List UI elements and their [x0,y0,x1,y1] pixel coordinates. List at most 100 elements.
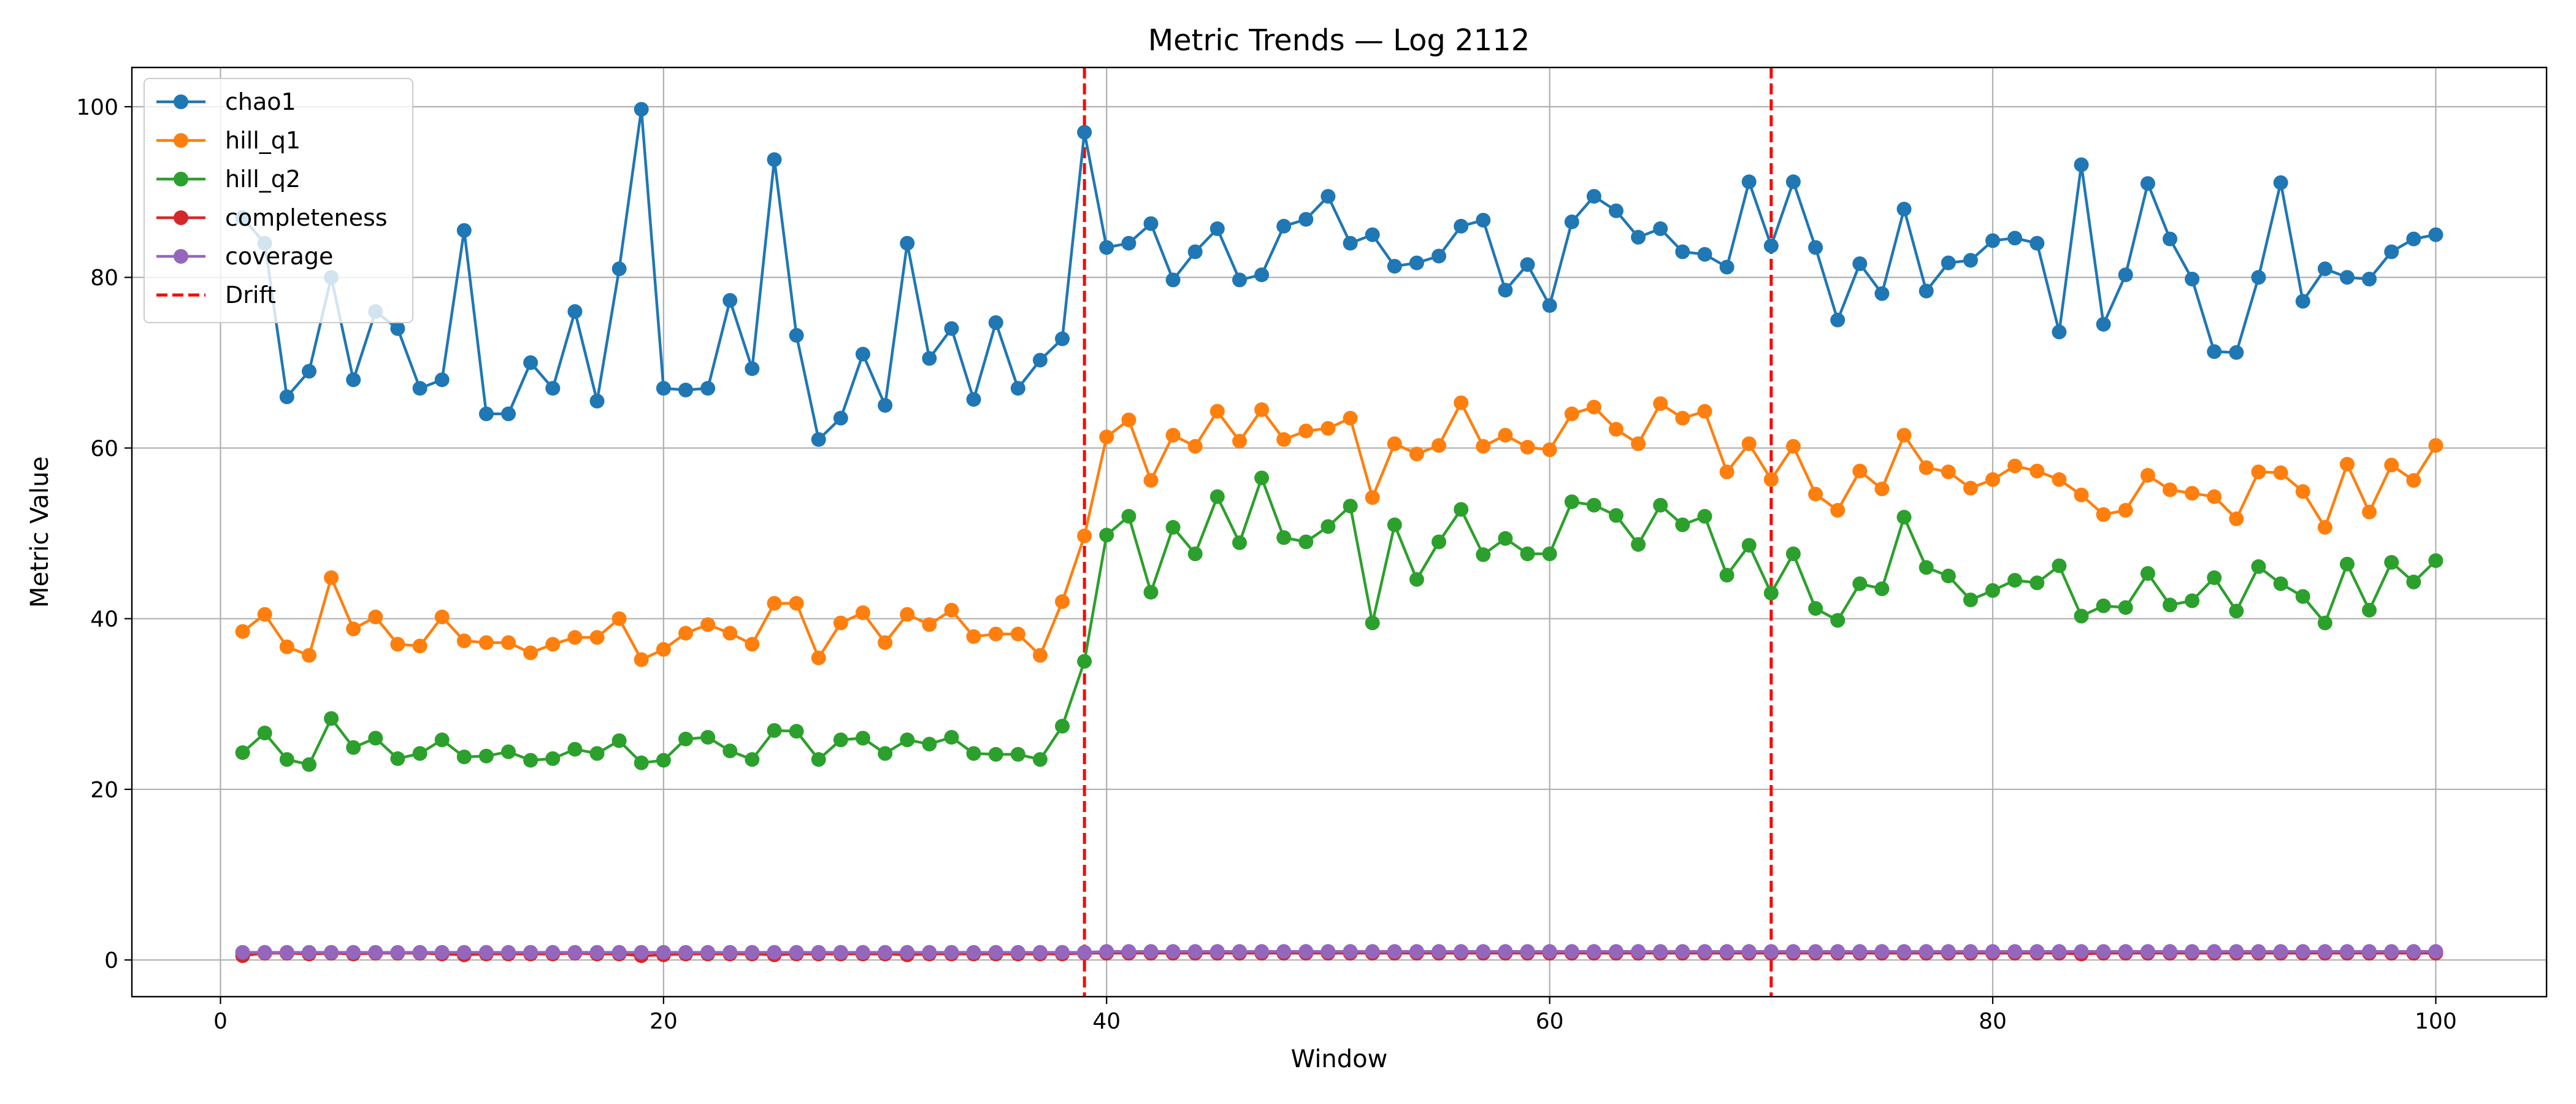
data-point [2251,464,2266,480]
data-point [2384,944,2399,959]
data-point [855,605,870,620]
data-point [634,102,649,117]
data-point [2118,267,2133,283]
data-point [1165,427,1181,443]
data-point [1675,410,1690,426]
data-point [1785,174,1801,190]
data-point [1454,218,1469,234]
data-point [523,753,539,768]
data-point [900,607,915,622]
data-point [2163,482,2177,497]
data-point [988,626,1003,642]
data-point [745,361,760,377]
data-point [1365,490,1380,505]
data-point [2229,511,2244,526]
data-point [545,945,561,960]
data-point [346,945,361,960]
data-point [1852,944,1868,959]
data-point [1741,538,1757,553]
data-point [412,381,427,396]
data-point [1209,404,1225,419]
data-point [966,746,981,761]
data-point [1032,945,1048,960]
data-point [2118,503,2133,518]
series-coverage [235,944,2444,960]
data-point [1187,546,1203,561]
data-point [1409,572,1424,587]
data-point [789,328,804,343]
data-point [235,745,250,761]
data-point [1143,585,1159,600]
data-point [1941,464,1956,480]
data-point [2406,231,2421,247]
data-point [634,945,649,960]
data-point [1432,944,1446,959]
y-tick-label: 100 [76,95,118,120]
data-point [2185,272,2200,286]
data-point [1963,480,1978,496]
data-point [1785,439,1801,454]
data-point [1454,395,1469,410]
data-point [2229,345,2244,360]
data-point [2074,157,2089,172]
data-point [2317,519,2333,535]
data-point [634,755,649,770]
data-point [1520,546,1535,561]
data-point [966,629,981,644]
data-point [2140,468,2155,483]
data-point [988,315,1003,330]
data-point [1143,216,1159,231]
data-point [1010,945,1025,960]
data-point [434,609,450,624]
data-point [589,746,605,761]
data-point [501,945,516,960]
data-point [1276,530,1292,545]
data-point [545,637,561,652]
data-point [944,730,959,745]
data-point [2339,556,2355,572]
data-point [412,638,427,654]
data-point [1498,944,1513,959]
data-point [1055,331,1070,347]
data-point [1631,229,1646,245]
data-point [567,304,583,319]
data-point [1896,201,1912,217]
data-point [700,381,716,396]
data-point [2007,458,2023,473]
data-point [1298,534,1314,550]
series-line [242,950,2436,954]
data-point [2384,244,2399,259]
data-point [1542,944,1557,959]
data-point [2163,231,2177,247]
data-point [2118,600,2133,615]
data-point [1719,567,1735,583]
data-point [2096,598,2111,613]
data-point [1763,238,1779,253]
data-point [1785,546,1801,561]
data-point [1254,944,1270,959]
data-point [1609,421,1623,437]
data-point [1165,519,1181,535]
data-point [1719,944,1735,959]
data-point [501,406,516,421]
data-point [1697,508,1712,524]
data-point [1919,944,1934,959]
data-point [1343,236,1358,251]
data-point [1874,286,1890,301]
x-axis-ticks: 0 20 40 60 80 100 [213,997,2457,1034]
data-point [811,945,826,960]
data-point [279,752,294,767]
data-point [434,732,450,748]
data-point [1564,494,1579,510]
data-point [1077,945,1092,960]
data-point [434,372,450,388]
data-point [855,347,870,362]
data-point [1209,221,1225,236]
data-point [1874,581,1890,596]
data-point [589,945,605,960]
data-point [1808,944,1823,959]
data-point [1099,429,1114,445]
x-axis-label: Window [1291,1045,1388,1073]
data-point [2096,507,2111,522]
data-point [589,630,605,645]
